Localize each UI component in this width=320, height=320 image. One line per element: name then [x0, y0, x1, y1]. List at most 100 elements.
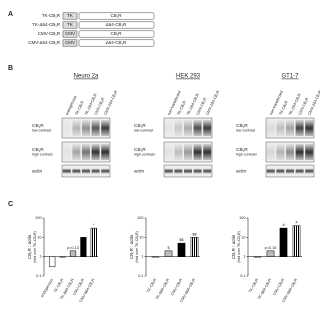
panel-label: A [8, 11, 13, 18]
bar [266, 250, 275, 257]
y-axis-label: CB₁R : actin [231, 234, 236, 259]
band [266, 168, 275, 174]
y-tick-label: 100 [137, 216, 143, 220]
band [305, 144, 314, 160]
bar [59, 256, 66, 258]
panel-label: B [8, 65, 13, 72]
blot-label: actin [32, 168, 42, 174]
y-tick-label: 1 [39, 255, 41, 259]
gene-label: CB₁R [110, 13, 122, 18]
band [62, 144, 71, 160]
band [295, 168, 304, 174]
band [305, 168, 314, 174]
y-tick-label: 100 [239, 216, 245, 220]
promoter-box [62, 30, 78, 38]
cell-line-title: HEK 293 [176, 74, 201, 80]
annotation: $$ [192, 232, 197, 236]
band [174, 120, 183, 136]
x-tick-label: TK-CB₁R [53, 278, 64, 294]
y-tick-label: 10 [241, 235, 245, 239]
gene-box [78, 30, 155, 38]
y-tick-label: 0.1 [138, 274, 143, 278]
annotation: p=0.13 [67, 246, 79, 250]
annotation: $$ [179, 238, 184, 242]
promoter-label: TK [67, 22, 73, 27]
band [91, 168, 100, 174]
bar [151, 256, 160, 258]
gene-box [78, 21, 155, 29]
band [184, 168, 192, 174]
bar [177, 242, 186, 257]
lane-label: TK-CB₁R [279, 100, 289, 116]
band [286, 168, 294, 174]
gene-label: Δ64-CB₁R [106, 22, 127, 27]
band [164, 120, 173, 136]
x-tick-label: TK-Δ64-CB₁R [155, 278, 170, 301]
annotation: p=0.15 [265, 246, 277, 250]
band [184, 144, 192, 160]
blot-note: low contrast [236, 128, 255, 132]
promoter-box [62, 21, 78, 29]
gene-box [78, 12, 155, 20]
y-tick-label: 1 [243, 255, 245, 259]
bar [164, 250, 173, 257]
band [266, 144, 275, 160]
band [164, 144, 173, 160]
annotation: # [282, 223, 285, 227]
y-tick-label: 100 [35, 216, 41, 220]
blot-label: CB₁R [236, 147, 248, 153]
lane-label: CMV-CB₁R [196, 97, 208, 116]
lane-label: CMV-CB₁R [94, 97, 106, 116]
blot-label: CB₁R [32, 147, 44, 153]
y-tick-label: 0.1 [240, 274, 245, 278]
band [82, 120, 90, 136]
bar [80, 237, 87, 257]
band [295, 144, 304, 160]
band [286, 144, 294, 160]
blot-note: high contrast [134, 152, 155, 156]
x-tick-label: TK-CB₁R [248, 278, 259, 294]
promoter-label: CMV [65, 40, 75, 45]
blot-note: high contrast [236, 152, 257, 156]
cell-line-title: GT1-7 [281, 74, 299, 80]
lane-label: CMV-Δ64-CB₁R [307, 90, 320, 116]
y-axis-label: CB₁R : actin [129, 234, 134, 259]
lane-label: CMV-Δ64-CB₁R [205, 90, 220, 116]
y-tick-label: 10 [139, 235, 143, 239]
lane-label: TK-CB₁R [75, 100, 85, 116]
band [203, 120, 212, 136]
promoter-box [62, 39, 78, 47]
band [276, 168, 285, 174]
promoter-label: CMV [65, 31, 75, 36]
band [101, 168, 110, 174]
y-tick-label: 1 [141, 255, 143, 259]
cell-line-title: Neuro 2a [74, 74, 99, 80]
band [62, 168, 71, 174]
annotation: $ [167, 246, 170, 250]
band [305, 120, 314, 136]
y-axis-sublabel: (fold over TK-CB₁R) [237, 231, 241, 263]
y-axis-sublabel: (fold over TK-CB₁R) [33, 231, 37, 263]
band [82, 144, 90, 160]
band [91, 120, 100, 136]
bar [279, 227, 288, 257]
band [72, 144, 81, 160]
band [164, 168, 173, 174]
band [266, 120, 275, 136]
gene-label: Δ64-CB₁R [106, 40, 127, 45]
construct-name: CMV-Δ64-CB₁R [28, 40, 61, 45]
bar [49, 256, 56, 268]
construct-name: TK-Δ64-CB₁R [32, 22, 61, 27]
panel-label: C [8, 201, 13, 208]
x-tick-label: TK-CB₁R [146, 278, 157, 294]
y-axis-sublabel: (fold over TK-CB₁R) [135, 231, 139, 263]
band [193, 144, 202, 160]
y-tick-label: 10 [37, 235, 41, 239]
annotation: * [93, 223, 95, 227]
bar [69, 250, 77, 257]
blot-label: CB₁R [32, 123, 44, 129]
gene-box [78, 39, 155, 47]
promoter-label: TK [67, 13, 73, 18]
band [82, 168, 90, 174]
